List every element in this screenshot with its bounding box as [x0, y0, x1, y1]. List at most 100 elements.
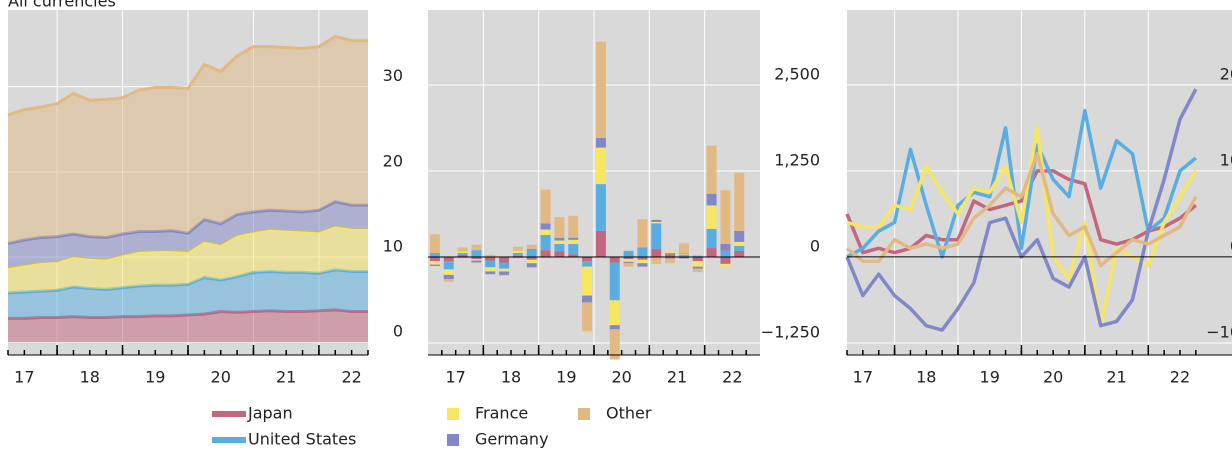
bar — [499, 257, 510, 263]
x-tick-label: 18 — [501, 368, 521, 387]
area-fill — [8, 36, 368, 244]
bar — [457, 247, 468, 252]
bar — [485, 254, 496, 258]
area-fill — [8, 269, 368, 319]
bar — [623, 250, 634, 258]
bar — [582, 261, 593, 267]
bar — [637, 247, 648, 258]
bar — [540, 223, 551, 230]
bar — [443, 257, 454, 262]
x-tick-label: 19 — [145, 368, 165, 387]
bar — [457, 251, 468, 253]
bar — [734, 172, 745, 231]
bar — [734, 230, 745, 242]
bar — [665, 257, 676, 259]
area-fill — [8, 226, 368, 293]
x-tick-label: 20 — [1043, 368, 1063, 387]
y-tick-label: 20 — [1220, 64, 1232, 83]
bar — [443, 279, 454, 282]
x-tick-label: 22 — [722, 368, 742, 387]
legend-swatch — [447, 434, 459, 446]
legend-item: Japan — [212, 404, 293, 423]
bar — [582, 266, 593, 296]
legend-item: France — [447, 404, 528, 423]
legend-label: Japan — [247, 404, 293, 423]
bar — [692, 261, 703, 267]
bar — [443, 269, 454, 275]
bar — [471, 260, 482, 263]
bar — [692, 255, 703, 258]
panel: −1,250 0 1,250 2,500 17 18 19 20 21 22 — [428, 10, 820, 387]
bar — [734, 246, 745, 251]
bar — [457, 252, 468, 255]
bar — [609, 325, 620, 330]
bar — [471, 259, 482, 261]
bar — [554, 217, 565, 238]
y-tick-label: −10 — [1206, 322, 1232, 341]
bar — [609, 257, 620, 263]
legend-label: Other — [606, 404, 652, 423]
bar — [568, 237, 579, 240]
y-tick-label: 20 — [383, 151, 403, 170]
bar — [692, 266, 703, 269]
x-tick-label: 19 — [556, 368, 576, 387]
x-tick-label: 18 — [916, 368, 936, 387]
bar — [554, 251, 565, 258]
bar — [429, 261, 440, 265]
bar — [526, 263, 537, 268]
bar — [595, 147, 606, 185]
bar — [595, 184, 606, 231]
line — [846, 126, 1198, 328]
x-tick-label: 22 — [341, 368, 361, 387]
bar — [637, 219, 648, 248]
bar — [457, 254, 468, 258]
line — [845, 169, 1197, 255]
legend-item: Germany — [447, 430, 549, 449]
bar — [665, 252, 676, 255]
bar — [512, 252, 523, 256]
bar — [623, 261, 634, 264]
bar — [485, 267, 496, 272]
x-tick-label: 21 — [1106, 368, 1126, 387]
bar — [540, 189, 551, 224]
bar — [485, 271, 496, 275]
bar — [499, 274, 510, 276]
bar — [512, 246, 523, 251]
bar — [678, 253, 689, 255]
legend-item: United States — [212, 430, 356, 449]
bar — [526, 257, 537, 260]
bar — [637, 257, 648, 260]
bar — [443, 261, 454, 270]
bar — [720, 243, 731, 251]
y-tick-label: 1,250 — [774, 151, 820, 170]
bar — [651, 223, 662, 249]
bar — [582, 302, 593, 332]
line — [845, 151, 1198, 268]
bar — [623, 259, 634, 262]
panel: −10 0 10 20 17 18 19 20 21 22 — [845, 10, 1232, 387]
bar — [540, 229, 551, 235]
y-tick-label: −1,250 — [761, 323, 820, 342]
bar — [609, 300, 620, 326]
bar — [554, 240, 565, 244]
bar — [568, 215, 579, 238]
y-tick-label: 0 — [810, 237, 820, 256]
x-tick-label: 17 — [445, 368, 465, 387]
bar — [595, 41, 606, 138]
bar — [623, 257, 634, 260]
bar — [609, 262, 620, 301]
area-line — [7, 34, 368, 117]
bar — [637, 259, 648, 264]
line — [846, 108, 1197, 259]
x-tick-label: 19 — [980, 368, 1000, 387]
bar — [651, 221, 662, 224]
bar — [471, 257, 482, 260]
legend-swatch — [447, 408, 459, 420]
bar — [512, 250, 523, 253]
bar — [706, 228, 717, 249]
bar — [720, 190, 731, 244]
y-tick-label: 0 — [1230, 236, 1232, 255]
bar — [499, 262, 510, 269]
bar — [720, 250, 731, 258]
bar — [512, 255, 523, 258]
